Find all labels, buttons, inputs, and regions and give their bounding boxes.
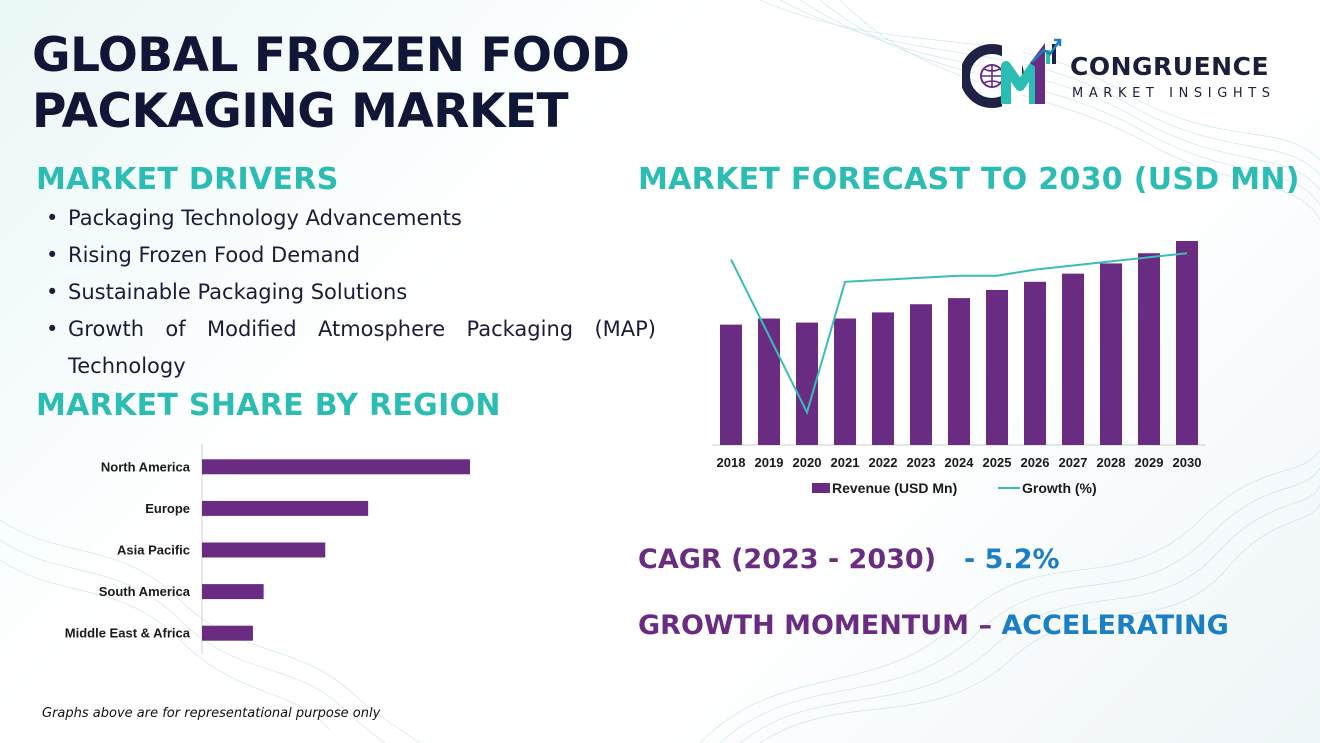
year-tick-label: 2028 xyxy=(1097,455,1126,470)
region-share-chart: North America Europe Asia Pacific South Ame… xyxy=(65,444,470,654)
revenue-bar xyxy=(796,322,818,445)
year-tick-label: 2018 xyxy=(717,455,746,470)
growth-momentum-line: GROWTH MOMENTUM – ACCELERATING xyxy=(638,610,1229,641)
revenue-bar xyxy=(758,318,780,445)
drivers-list: Packaging Technology Advancements Rising… xyxy=(44,200,656,385)
legend-revenue-swatch xyxy=(812,483,830,493)
year-tick-label: 2026 xyxy=(1021,455,1050,470)
growth-line xyxy=(730,252,1188,416)
year-tick-label: 2025 xyxy=(983,455,1012,470)
revenue-bar xyxy=(948,298,970,445)
revenue-bar xyxy=(986,289,1008,445)
market-drivers-heading: MARKET DRIVERS xyxy=(36,162,339,197)
cagr-value: - 5.2% xyxy=(964,544,1060,575)
year-tick-label: 2029 xyxy=(1135,455,1164,470)
region-bar xyxy=(202,625,253,641)
momentum-value: ACCELERATING xyxy=(1001,610,1229,641)
year-tick-label: 2027 xyxy=(1059,455,1088,470)
logo-name: CONGRUENCE xyxy=(1070,52,1270,81)
region-label: Asia Pacific xyxy=(117,543,190,558)
page-title: GLOBAL FROZEN FOOD PACKAGING MARKET xyxy=(32,28,652,140)
legend-revenue-label: Revenue (USD Mn) xyxy=(832,480,957,496)
year-tick-label: 2024 xyxy=(945,455,975,470)
momentum-label: GROWTH MOMENTUM – xyxy=(638,610,992,641)
cm-logo-mark: CM xyxy=(960,38,1062,108)
market-share-heading: MARKET SHARE BY REGION xyxy=(36,388,501,423)
title-line-2: PACKAGING MARKET xyxy=(32,84,569,139)
logo-tagline: MARKET INSIGHTS xyxy=(1072,86,1276,101)
revenue-bar xyxy=(1138,253,1160,445)
driver-item: Growth of Modified Atmosphere Packaging … xyxy=(44,311,656,385)
cagr-label: CAGR (2023 - 2030) xyxy=(638,544,937,575)
forecast-chart: 2018 2019 2020 2021 2022 2023 2024 2025 2026 2027… xyxy=(712,241,1206,496)
region-label: North America xyxy=(101,459,191,474)
year-tick-label: 2020 xyxy=(793,455,822,470)
region-label: South America xyxy=(99,584,191,599)
revenue-bar xyxy=(720,324,742,445)
driver-item: Rising Frozen Food Demand xyxy=(44,237,656,274)
region-label: Middle East & Africa xyxy=(65,626,191,641)
legend-growth-label: Growth (%) xyxy=(1022,480,1097,496)
revenue-bar xyxy=(872,312,894,445)
market-forecast-heading: MARKET FORECAST TO 2030 (USD MN) xyxy=(638,162,1300,197)
title-line-1: GLOBAL FROZEN FOOD xyxy=(32,28,630,83)
company-logo: CM CONGRUENCE MARKET INSIGHTS xyxy=(960,36,1292,110)
year-tick-label: 2023 xyxy=(907,455,936,470)
year-tick-label: 2030 xyxy=(1173,455,1202,470)
revenue-bar xyxy=(834,318,856,445)
driver-item: Sustainable Packaging Solutions xyxy=(44,274,656,311)
revenue-bar xyxy=(1024,281,1046,445)
revenue-bar xyxy=(1100,263,1122,445)
region-bar xyxy=(202,459,470,475)
footnote: Graphs above are for representational pu… xyxy=(42,706,381,721)
revenue-bar xyxy=(1062,273,1084,445)
cagr-line: CAGR (2023 - 2030) - 5.2% xyxy=(638,544,1060,575)
region-bar xyxy=(202,542,326,558)
year-tick-label: 2021 xyxy=(831,455,860,470)
revenue-bar xyxy=(910,304,932,445)
region-bar xyxy=(202,500,369,516)
region-label: Europe xyxy=(145,501,190,516)
revenue-bar xyxy=(1176,241,1198,445)
year-tick-label: 2019 xyxy=(755,455,784,470)
driver-item: Packaging Technology Advancements xyxy=(44,200,656,237)
year-tick-label: 2022 xyxy=(869,455,898,470)
region-bar xyxy=(202,584,264,600)
